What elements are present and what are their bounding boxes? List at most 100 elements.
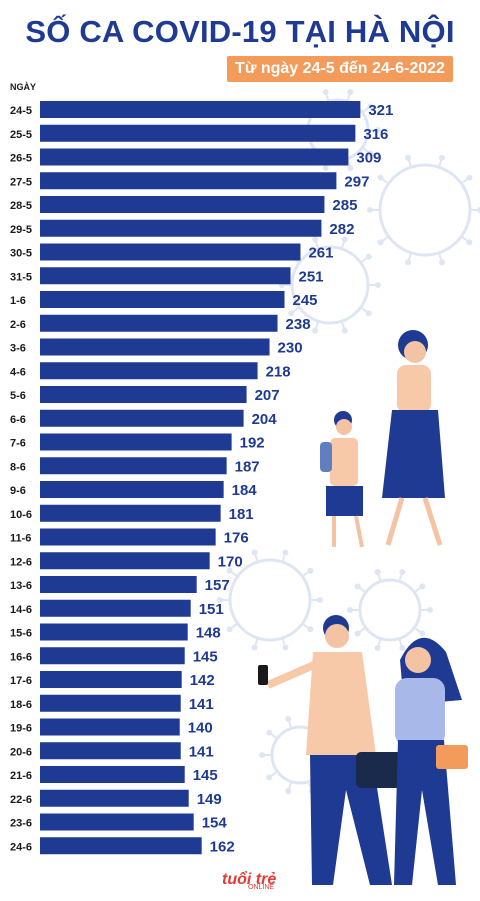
bar (40, 552, 210, 570)
bar (40, 576, 197, 593)
bar (40, 481, 224, 498)
category-label: 26-5 (10, 153, 32, 165)
bar (40, 291, 285, 308)
tuoi-tre-logo: tuổi trẻ (222, 871, 277, 888)
category-label: 24-6 (10, 841, 32, 853)
bar (40, 837, 202, 855)
bar (40, 623, 188, 641)
value-label: 245 (293, 292, 318, 309)
bar (40, 196, 325, 213)
bar (40, 386, 247, 403)
bar (40, 789, 189, 807)
category-label: 4-6 (10, 366, 26, 378)
bar (40, 504, 221, 522)
category-label: 16-6 (10, 651, 32, 663)
value-label: 141 (189, 696, 214, 713)
bar (40, 148, 349, 166)
bar (40, 362, 258, 380)
bar (40, 671, 182, 688)
category-label: 29-5 (10, 224, 32, 236)
value-label: 321 (368, 102, 393, 119)
category-label: 11-6 (10, 533, 31, 545)
category-label: 9-6 (10, 485, 26, 497)
category-label: 19-6 (10, 723, 32, 735)
bar (40, 813, 194, 831)
value-label: 297 (344, 173, 369, 190)
category-label: 28-5 (10, 200, 32, 212)
category-label: 7-6 (10, 438, 26, 450)
y-axis-title: NGÀY (10, 82, 36, 92)
value-label: 238 (286, 316, 311, 333)
value-label: 184 (232, 482, 258, 499)
category-label: 18-6 (10, 699, 32, 711)
value-label: 218 (266, 363, 291, 380)
subtitle-badge: Từ ngày 24-5 đến 24-6-2022 (227, 56, 453, 82)
category-label: 30-5 (10, 248, 32, 260)
value-label: 170 (218, 553, 243, 570)
bar (40, 219, 322, 237)
bar (40, 267, 291, 285)
value-label: 148 (196, 625, 221, 642)
value-label: 207 (255, 387, 280, 404)
bar (40, 338, 270, 356)
category-label: 3-6 (10, 343, 26, 355)
value-label: 192 (240, 435, 265, 452)
bar (40, 599, 191, 617)
category-label: 15-6 (10, 628, 32, 640)
value-label: 181 (229, 506, 254, 523)
category-label: 10-6 (10, 509, 32, 521)
value-label: 154 (202, 815, 228, 832)
value-label: 176 (224, 530, 249, 547)
page-title: SỐ CA COVID-19 TẠI HÀ NỘI (25, 14, 455, 49)
bar (40, 766, 185, 783)
category-label: 23-6 (10, 818, 32, 830)
bar (40, 314, 278, 332)
value-label: 285 (332, 197, 357, 214)
category-label: 14-6 (10, 604, 32, 616)
value-label: 162 (210, 838, 235, 855)
category-label: 17-6 (10, 675, 32, 687)
value-label: 142 (190, 672, 215, 689)
value-label: 230 (278, 340, 303, 357)
category-label: 2-6 (10, 319, 26, 331)
value-label: 251 (298, 268, 323, 285)
value-label: 140 (188, 720, 213, 737)
value-label: 151 (199, 601, 224, 618)
category-label: 25-5 (10, 129, 32, 141)
category-label: 6-6 (10, 414, 26, 426)
bar (40, 528, 216, 546)
value-label: 157 (205, 577, 230, 594)
bar (40, 742, 181, 760)
bar (40, 718, 180, 736)
value-label: 204 (252, 411, 278, 428)
category-label: 27-5 (10, 176, 32, 188)
tuoi-tre-logo-sub: ONLINE (248, 884, 275, 891)
category-label: 20-6 (10, 746, 32, 758)
value-label: 316 (363, 126, 388, 143)
value-label: 149 (197, 791, 222, 808)
bar (40, 101, 361, 118)
bar (40, 243, 301, 261)
category-label: 5-6 (10, 390, 26, 402)
value-label: 141 (189, 743, 214, 760)
category-label: 31-5 (10, 271, 32, 283)
category-label: 22-6 (10, 794, 32, 806)
category-label: 13-6 (10, 580, 32, 592)
bar (40, 409, 244, 427)
people-illustration (258, 330, 468, 885)
value-label: 282 (329, 221, 354, 238)
category-label: 1-6 (10, 295, 26, 307)
bar (40, 647, 185, 665)
value-label: 145 (193, 767, 218, 784)
bar (40, 694, 181, 712)
bar (40, 433, 232, 451)
category-label: 24-5 (10, 105, 32, 117)
bar (40, 124, 356, 142)
value-label: 309 (356, 150, 381, 167)
value-label: 145 (193, 648, 218, 665)
category-label: 12-6 (10, 556, 32, 568)
bar (40, 172, 337, 190)
value-label: 261 (308, 245, 333, 262)
value-label: 187 (235, 458, 260, 475)
